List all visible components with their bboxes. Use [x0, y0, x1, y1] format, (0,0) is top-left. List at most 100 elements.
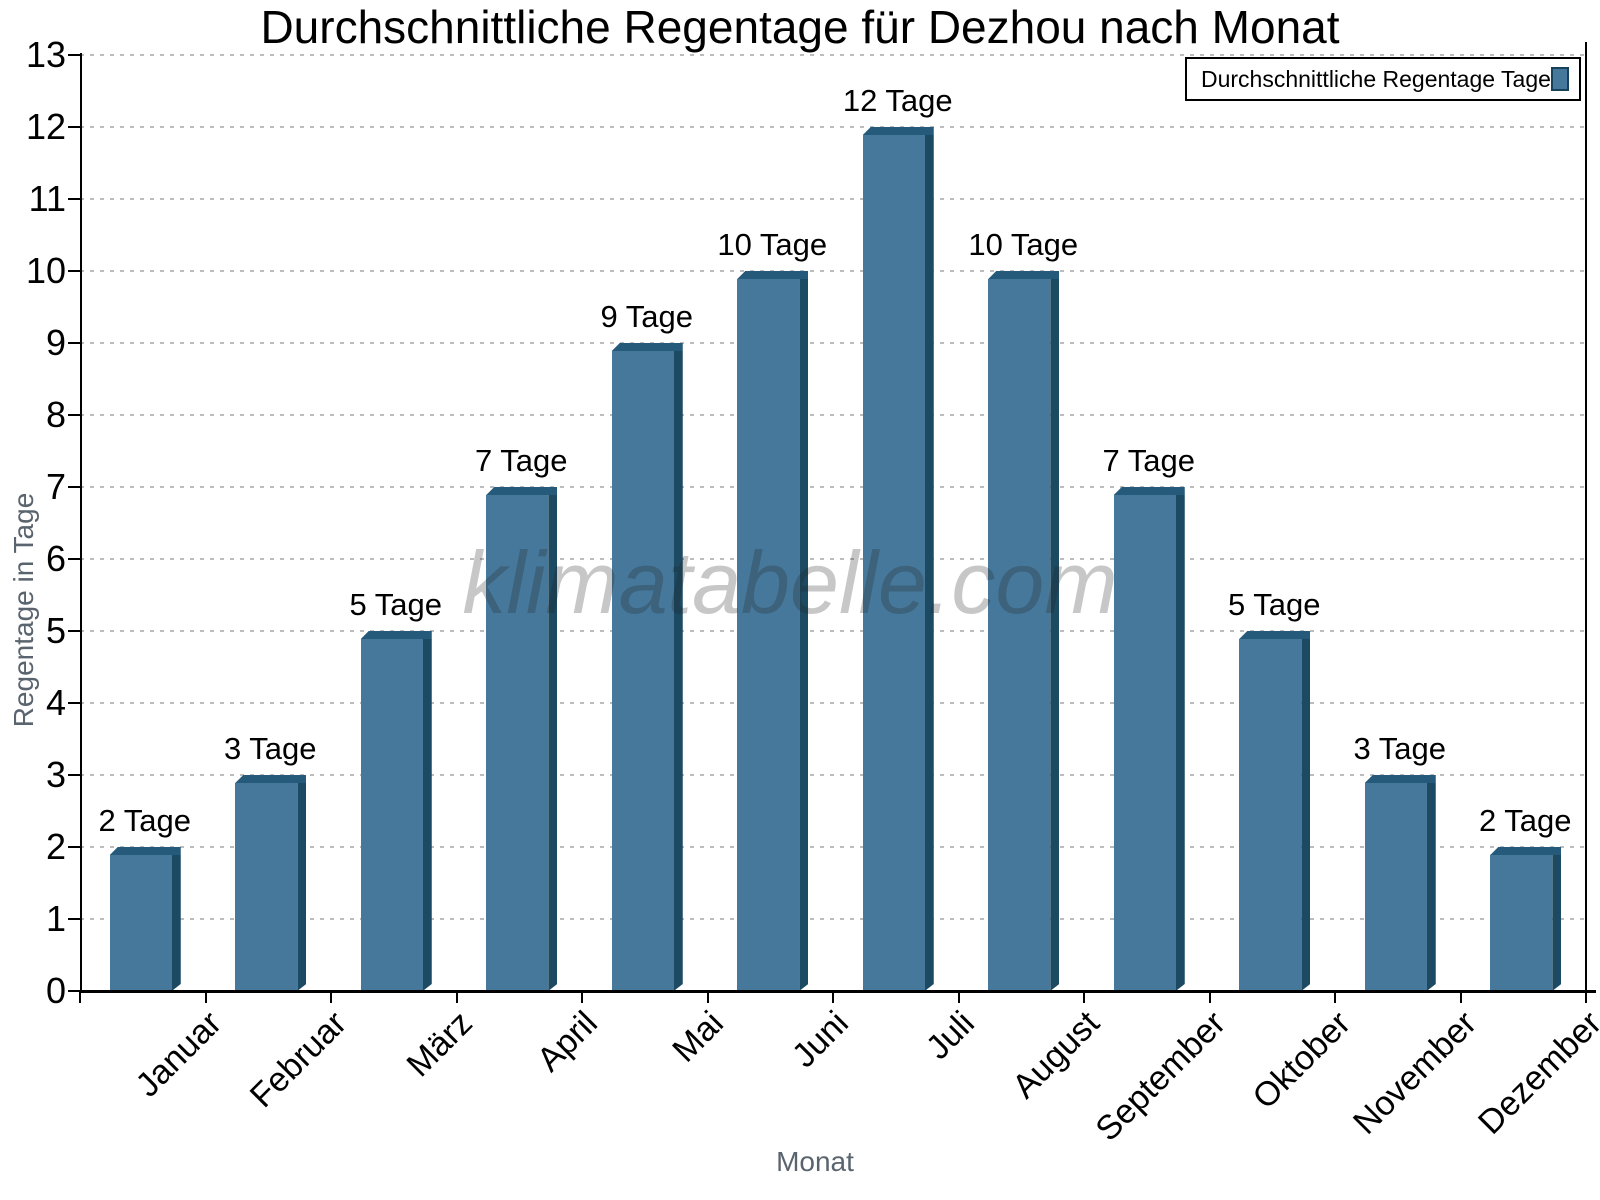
y-tick-label: 13 — [25, 34, 66, 75]
y-tick — [68, 630, 80, 632]
bar-value-label: 5 Tage — [1227, 587, 1321, 622]
x-tick — [455, 991, 458, 1003]
bar-value-label: 2 Tage — [98, 803, 191, 838]
bar-top-face — [486, 487, 558, 495]
y-tick-label: 5 — [45, 610, 66, 651]
gridline — [80, 126, 1586, 128]
gridline — [80, 270, 1586, 272]
bar — [1239, 631, 1311, 991]
legend-label: Durchschnittliche Regentage Tage — [1201, 65, 1551, 92]
y-tick-label: 10 — [25, 250, 66, 291]
bar-side-face — [297, 783, 306, 991]
x-tick — [204, 991, 207, 1003]
bar — [611, 343, 683, 991]
bar-side-face — [1552, 855, 1561, 991]
bar-side-face — [1050, 279, 1059, 991]
x-tick — [581, 991, 583, 1003]
y-tick-label: 4 — [45, 682, 66, 723]
bar — [737, 271, 809, 991]
y-tick-label: 3 — [45, 754, 66, 795]
bar-value-label: 3 Tage — [223, 731, 317, 766]
bar-front-face — [1113, 495, 1176, 991]
y-tick — [68, 774, 80, 776]
y-tick — [68, 198, 80, 200]
bar-top-face — [1113, 487, 1185, 495]
bar-value-label: 10 Tage — [717, 227, 828, 262]
bar-top-face — [862, 127, 934, 135]
bar-front-face — [1239, 639, 1302, 991]
bar-front-face — [360, 639, 423, 991]
x-tick — [706, 991, 709, 1003]
bar — [988, 271, 1060, 991]
bar-side-face — [172, 855, 181, 991]
x-tick — [1083, 991, 1085, 1003]
bar — [235, 775, 307, 991]
y-tick — [68, 558, 80, 560]
y-tick — [68, 918, 80, 920]
gridline — [80, 198, 1586, 200]
y-tick — [68, 486, 80, 488]
chart-title: Durchschnittliche Regentage für Dezhou n… — [260, 1, 1340, 53]
bar-value-label: 2 Tage — [1478, 803, 1572, 838]
bar-front-face — [737, 279, 800, 991]
gridline — [80, 54, 1586, 56]
bar-value-label: 7 Tage — [1102, 443, 1195, 478]
gridline — [80, 342, 1586, 344]
bar — [1364, 775, 1436, 991]
bar-front-face — [862, 135, 925, 991]
legend: Durchschnittliche Regentage Tage — [1185, 57, 1581, 101]
x-axis-title: Monat — [776, 1146, 854, 1177]
y-tick — [68, 414, 80, 416]
bar — [1113, 487, 1185, 991]
x-tick — [330, 991, 332, 1003]
y-tick-label: 2 — [45, 826, 66, 867]
bar-value-label: 3 Tage — [1353, 731, 1446, 766]
y-tick-label: 9 — [45, 322, 66, 363]
bar-top-face — [235, 775, 307, 783]
bar-top-face — [1239, 631, 1311, 639]
bar-side-face — [1176, 495, 1185, 991]
y-tick — [68, 990, 80, 992]
gridline — [80, 486, 1586, 488]
bar-front-face — [1490, 855, 1553, 991]
bar-top-face — [360, 631, 432, 639]
bar-side-face — [799, 279, 808, 991]
y-tick — [68, 702, 80, 704]
gridline — [80, 630, 1586, 632]
bar — [486, 487, 558, 991]
gridline — [80, 702, 1586, 704]
bar — [1490, 847, 1562, 991]
bar-top-face — [988, 271, 1060, 279]
x-tick — [832, 991, 834, 1003]
right-border-line — [1585, 42, 1587, 993]
y-tick-label: 12 — [25, 106, 66, 147]
bar-side-face — [1301, 639, 1310, 991]
bar-front-face — [109, 855, 172, 991]
gridline — [80, 414, 1586, 416]
x-tick — [957, 991, 960, 1003]
bar-top-face — [1490, 847, 1562, 855]
bar-front-face — [988, 279, 1051, 991]
bar-side-face — [548, 495, 557, 991]
bar-side-face — [925, 135, 934, 991]
y-tick — [68, 126, 80, 128]
bar-side-face — [674, 351, 683, 991]
y-tick-label: 8 — [45, 394, 66, 435]
bar-front-face — [1364, 783, 1427, 991]
gridline — [80, 846, 1586, 848]
bar-value-label: 10 Tage — [968, 227, 1079, 262]
y-tick — [68, 342, 80, 344]
x-tick — [1459, 991, 1462, 1003]
bar-value-label: 9 Tage — [600, 299, 693, 334]
y-tick-label: 0 — [45, 970, 66, 1011]
bar-value-label: 12 Tage — [842, 83, 953, 118]
bar-front-face — [235, 783, 298, 991]
bar-front-face — [486, 495, 549, 991]
y-tick — [68, 270, 80, 272]
gridline — [80, 774, 1586, 776]
bar-top-face — [1364, 775, 1436, 783]
y-axis-line — [80, 53, 82, 993]
x-axis-line — [80, 990, 1596, 993]
bar-side-face — [1427, 783, 1436, 991]
